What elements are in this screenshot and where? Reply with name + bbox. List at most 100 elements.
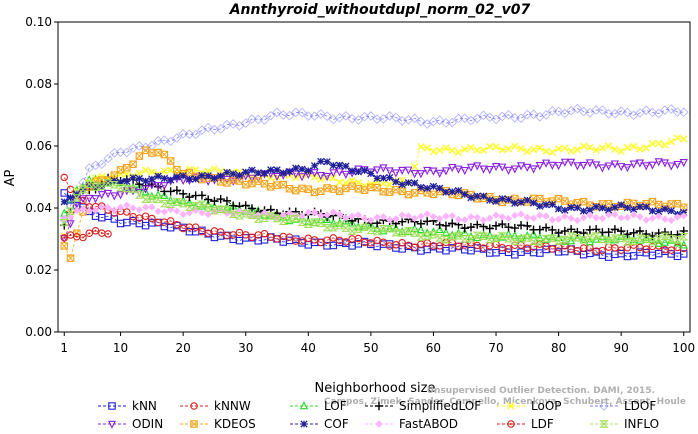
point-inflo-k26	[216, 205, 226, 214]
point-cof-k43	[323, 158, 331, 166]
point-fastabod-k71	[498, 213, 506, 221]
point-lof-k61	[435, 224, 444, 234]
point-knn-k25	[210, 233, 219, 242]
point-inflo-k25	[209, 207, 219, 215]
legend-item-kdeos: KDEOS	[180, 417, 256, 431]
point-odin-k90	[617, 163, 626, 172]
series-line-ldf	[64, 230, 109, 239]
point-fastabod-k3	[73, 207, 81, 215]
point-cof-k88	[604, 206, 613, 214]
point-loop-k87	[598, 144, 607, 152]
point-cof-k7	[98, 183, 106, 191]
legend-label-simplifiedlof: SimplifiedLOF	[399, 399, 481, 413]
point-kdeos-k1	[60, 242, 69, 250]
point-fastabod-k20	[179, 210, 187, 219]
point-inflo-k68	[478, 232, 489, 240]
point-fastabod-k32	[254, 211, 262, 219]
point-loop-k45	[335, 178, 344, 187]
point-simplifiedlof-k97	[660, 227, 670, 237]
series-line-inflo	[63, 182, 684, 243]
point-knnw-k72	[504, 244, 513, 253]
point-fastabod-k23	[198, 209, 206, 217]
legend-item-ldf: LDF	[497, 417, 554, 431]
point-knnw-k68	[479, 244, 488, 252]
point-odin-k78	[541, 159, 551, 168]
point-ldof-k83	[572, 103, 583, 114]
point-cof-k20	[179, 172, 187, 180]
point-ldof-k80	[553, 106, 564, 117]
point-loop-k85	[586, 143, 594, 152]
point-inflo-k43	[322, 223, 332, 232]
point-ldof-k39	[297, 107, 307, 118]
point-ldof-k74	[516, 113, 526, 124]
point-ldf-k1	[60, 234, 69, 242]
point-fastabod-k70	[492, 211, 500, 219]
point-loop-k22	[191, 166, 200, 174]
point-knnw-k70	[492, 240, 500, 249]
point-ldof-k52	[378, 114, 389, 124]
legend-label-inflo: INFLO	[624, 417, 659, 431]
point-lof-k43	[322, 214, 332, 224]
point-lof-k57	[410, 223, 419, 233]
point-cof-k1	[60, 198, 68, 206]
point-odin-k42	[316, 171, 325, 181]
point-inflo-k36	[278, 217, 288, 225]
point-loop-k75	[523, 147, 532, 156]
point-ldof-k57	[409, 113, 420, 124]
point-ldof-k58	[416, 116, 426, 127]
point-loop-k63	[448, 146, 456, 155]
point-inflo-k99	[672, 236, 683, 244]
point-cof-k75	[523, 196, 531, 204]
legend-marker-loop	[507, 402, 515, 410]
point-cof-k92	[630, 205, 638, 214]
point-fastabod-k81	[561, 212, 569, 221]
point-inflo-k59	[422, 232, 432, 240]
point-ldof-k63	[447, 117, 458, 128]
point-inflo-k93	[635, 234, 645, 242]
point-lof-k13	[135, 182, 144, 191]
point-cof-k16	[154, 172, 162, 180]
point-fastabod-k47	[348, 212, 356, 220]
point-ldof-k43	[322, 111, 332, 122]
point-odin-k73	[510, 165, 519, 174]
point-inflo-k35	[272, 214, 282, 223]
point-cof-k38	[292, 164, 300, 172]
point-simplifiedlof-k18	[166, 187, 175, 196]
point-fastabod-k74	[517, 210, 525, 218]
point-cof-k85	[586, 206, 594, 214]
point-knn-k100	[679, 250, 688, 258]
point-fastabod-k46	[342, 214, 350, 222]
point-lof-k69	[485, 230, 494, 239]
point-ldof-k33	[259, 115, 270, 125]
point-ldof-k21	[184, 129, 195, 140]
point-inflo-k56	[403, 227, 413, 235]
point-fastabod-k19	[173, 207, 181, 215]
legend-item-knn: kNN	[98, 399, 157, 413]
point-lof-k85	[585, 237, 594, 246]
point-cof-k33	[260, 169, 269, 177]
point-ldof-k48	[353, 115, 364, 125]
point-inflo-k88	[604, 237, 614, 245]
point-odin-k95	[648, 161, 657, 170]
point-simplifiedlof-k55	[397, 217, 407, 226]
point-knnw-k19	[173, 220, 181, 229]
point-simplifiedlof-k69	[485, 224, 494, 233]
point-fastabod-k49	[360, 214, 369, 223]
point-lof-k73	[510, 231, 519, 240]
point-odin-k8	[103, 189, 113, 199]
point-simplifiedlof-k62	[441, 221, 451, 231]
point-inflo-k33	[259, 214, 270, 223]
point-odin-k72	[504, 166, 513, 175]
point-simplifiedlof-k91	[623, 230, 632, 239]
point-loop-k79	[548, 148, 557, 156]
point-odin-k84	[579, 161, 588, 171]
point-fastabod-k55	[398, 211, 406, 219]
point-cof-k93	[636, 203, 644, 211]
series-ldof	[59, 103, 689, 225]
point-ldof-k13	[134, 140, 145, 151]
point-ldof-k67	[472, 113, 483, 124]
point-loop-k53	[385, 180, 394, 189]
point-knn-k9	[110, 215, 119, 223]
point-inflo-k58	[416, 233, 426, 241]
point-loop-k78	[542, 147, 550, 155]
